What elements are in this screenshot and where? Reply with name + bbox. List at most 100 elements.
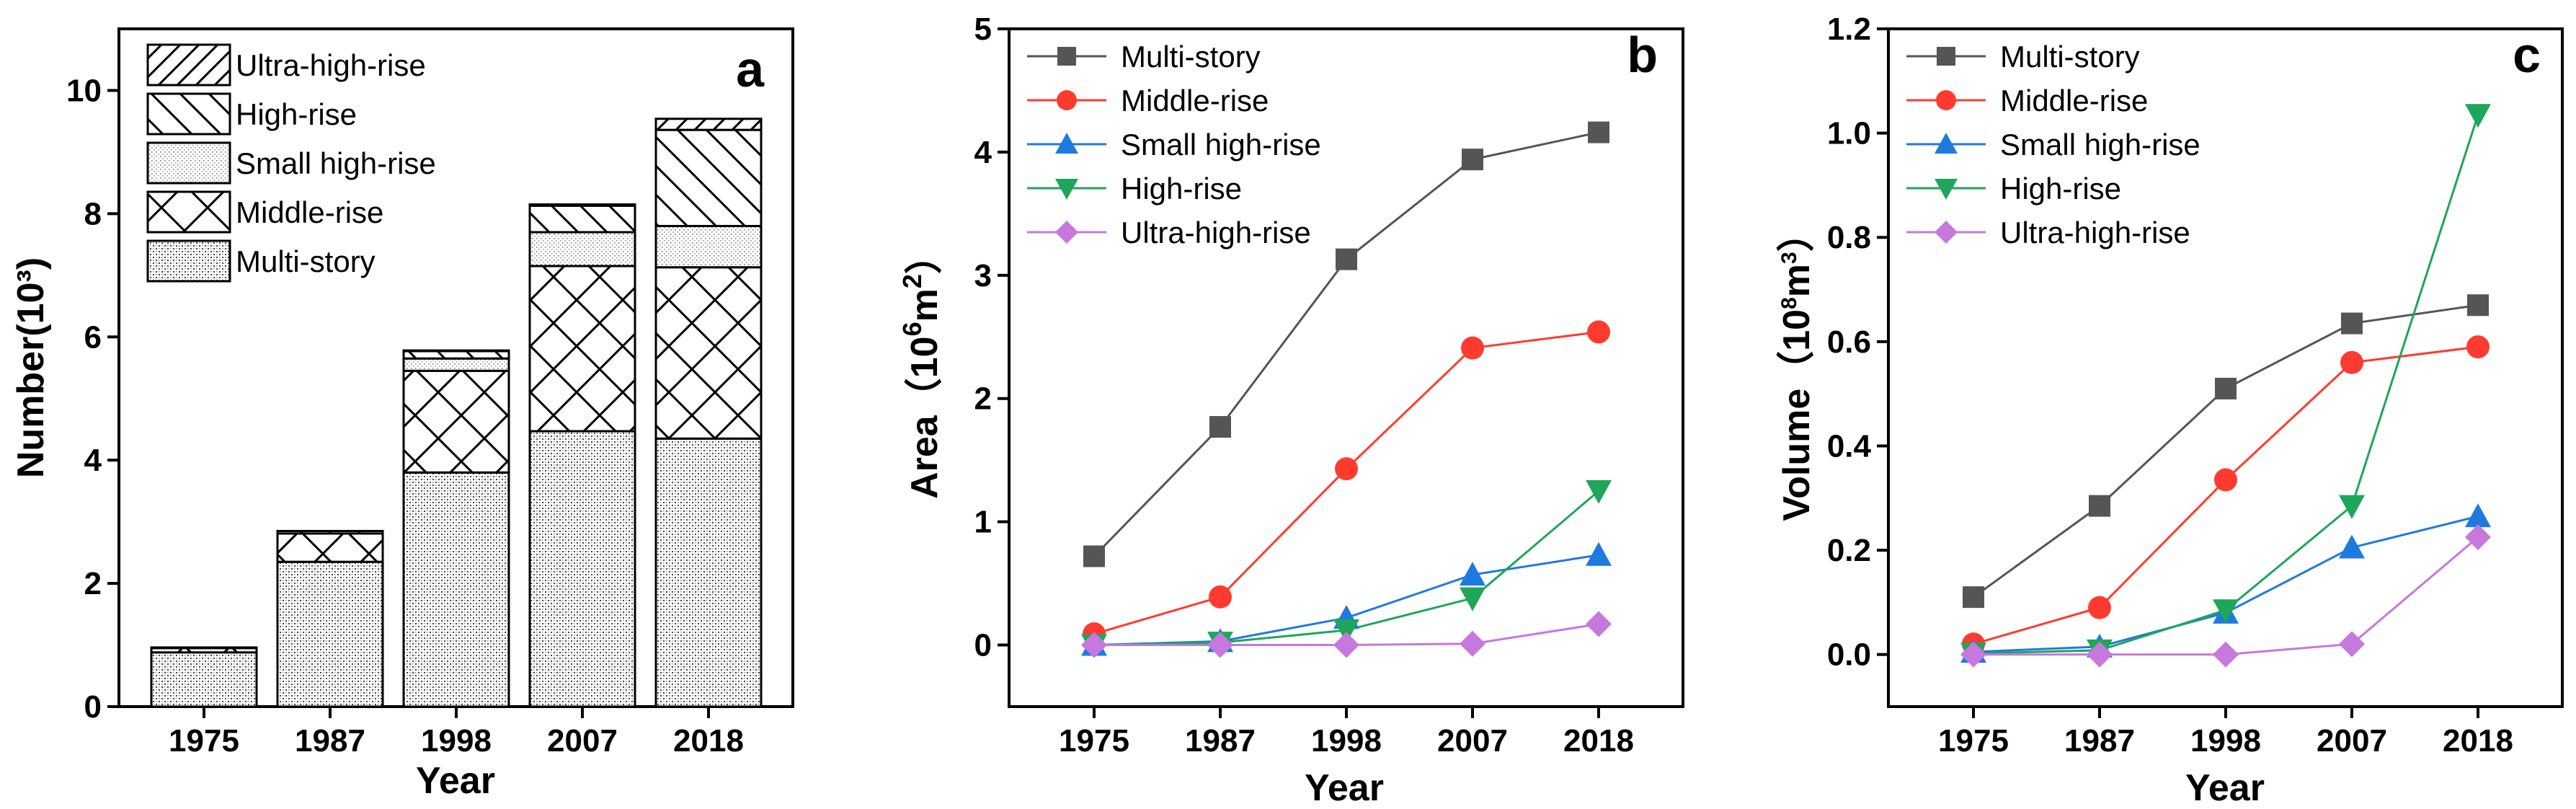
- x-ticks-a: 1975 1987 1998 2007 2018: [169, 707, 744, 759]
- c-legend-marker-ultra-high-rise: [1935, 221, 1958, 244]
- bar-multi-story-2018: [654, 437, 763, 708]
- bar-small-high-rise-1998: [402, 357, 510, 372]
- b-x-tick-label-1998: 1998: [1311, 723, 1382, 759]
- b-y-tick-label-3: 3: [974, 258, 992, 293]
- c-point-high-rise-1998: [2213, 599, 2239, 624]
- legend-swatch-small-high-rise: [146, 141, 231, 185]
- c-legend-marker-small-high-rise: [1935, 133, 1958, 154]
- c-y-tick-label-0.4: 0.4: [1827, 428, 1872, 464]
- b-point-multi-story-2018: [1588, 121, 1609, 143]
- y-title-c-sup2: 3: [1777, 252, 1801, 264]
- c-point-ultra-high-rise-1998: [2213, 641, 2239, 668]
- a-y-tick-label-8: 8: [84, 196, 102, 231]
- c-y-tick-label-0.6: 0.6: [1827, 324, 1871, 360]
- b-legend-marker-small-high-rise: [1055, 133, 1078, 154]
- c-y-tick-label-1.2: 1.2: [1827, 12, 1871, 47]
- c-legend-label-high-rise: High-rise: [2000, 172, 2121, 205]
- legend-swatch-ultra-high-rise: [146, 43, 231, 87]
- c-point-small-high-rise-2018: [2465, 503, 2491, 528]
- c-point-middle-rise-2018: [2466, 335, 2490, 359]
- c-point-small-high-rise-2007: [2339, 534, 2365, 559]
- c-x-tick-label-1987: 1987: [2064, 723, 2135, 759]
- bar-middle-rise-2007: [528, 265, 636, 433]
- a-x-tick-label-1998: 1998: [421, 723, 492, 759]
- plot-frame-b: [1008, 27, 1684, 708]
- x-ticks-b: 1975 1987 1998 2007 2018: [1059, 707, 1634, 759]
- a-y-tick-label-0: 0: [84, 689, 102, 725]
- a-x-tick-label-2018: 2018: [673, 723, 744, 759]
- c-point-ultra-high-rise-1975: [1960, 641, 1986, 668]
- b-line-middle-rise: [1093, 330, 1599, 635]
- b-point-high-rise-2007: [1460, 587, 1485, 611]
- b-legend-label-ultra-high-rise: Ultra-high-rise: [1121, 216, 1311, 249]
- bar-small-high-rise-2018: [654, 224, 763, 269]
- c-legend-marker-middle-rise: [1936, 90, 1956, 110]
- legend-a: Ultra-high-rise High-rise Small high-rise M…: [146, 43, 436, 283]
- bar-multi-story-1975: [150, 651, 258, 708]
- c-point-high-rise-2018: [2465, 104, 2491, 128]
- legend-label-ultra-high-rise: Ultra-high-rise: [236, 48, 426, 82]
- b-point-small-high-rise-2018: [1586, 541, 1612, 566]
- c-x-tick-label-1998: 1998: [2190, 723, 2261, 759]
- b-point-middle-rise-1987: [1209, 585, 1232, 609]
- b-legend-marker-high-rise: [1055, 179, 1078, 200]
- b-y-tick-label-5: 5: [974, 12, 992, 47]
- legend-swatch-multi-story: [146, 239, 231, 283]
- panel-letter-b: b: [1627, 27, 1658, 83]
- c-legend-marker-high-rise: [1935, 179, 1958, 200]
- b-y-tick-label-1: 1: [974, 505, 992, 540]
- b-y-tick-label-0: 0: [974, 628, 992, 663]
- b-point-ultra-high-rise-2018: [1586, 611, 1612, 637]
- b-point-middle-rise-1998: [1335, 457, 1358, 481]
- c-legend-marker-multi-story: [1937, 47, 1955, 66]
- x-ticks-c: 1975 1987 1998 2007 2018: [1938, 707, 2513, 759]
- legend-swatch-middle-rise: [146, 190, 231, 234]
- bar-multi-story-1998: [402, 471, 510, 708]
- c-y-tick-label-0.8: 0.8: [1827, 220, 1871, 255]
- y-title-b-sup: 6: [897, 322, 927, 336]
- c-point-multi-story-2018: [2467, 294, 2489, 317]
- b-x-tick-label-1987: 1987: [1185, 723, 1256, 759]
- a-x-tick-label-1975: 1975: [169, 723, 239, 759]
- legend-c: Multi-story Middle-rise Small high-rise Hig…: [1906, 40, 2200, 249]
- y-title-c-prefix: Volume（10: [1776, 309, 1818, 521]
- y-title-b-sup2: 2: [897, 274, 927, 288]
- b-legend-marker-ultra-high-rise: [1055, 221, 1078, 244]
- c-point-middle-rise-1998: [2214, 468, 2237, 492]
- x-axis-title-a: Year: [416, 760, 495, 802]
- bar-high-rise-2018: [654, 128, 763, 227]
- a-x-tick-label-1987: 1987: [295, 723, 365, 759]
- x-axis-title-c: Year: [2185, 767, 2265, 809]
- legend-b: Multi-story Middle-rise Small high-rise Hig…: [1027, 40, 1321, 249]
- b-legend-label-high-rise: High-rise: [1121, 172, 1242, 205]
- b-point-small-high-rise-2007: [1460, 562, 1485, 586]
- bar-small-high-rise-2007: [528, 231, 636, 268]
- bar-multi-story-1987: [276, 560, 384, 708]
- y-title-c-suffix: ）: [1776, 214, 1818, 252]
- bar-ultra-high-rise-2007: [528, 203, 636, 207]
- a-y-tick-label-6: 6: [84, 319, 102, 355]
- y-axis-title-b: Area（106m2）: [897, 236, 946, 499]
- bar-middle-rise-1998: [402, 369, 510, 474]
- b-legend-label-small-high-rise: Small high-rise: [1121, 128, 1321, 162]
- b-point-multi-story-1998: [1336, 248, 1357, 270]
- c-point-multi-story-1987: [2089, 495, 2110, 517]
- bars-a: [150, 118, 763, 708]
- c-y-tick-label-1.0: 1.0: [1827, 116, 1871, 151]
- b-legend-label-multi-story: Multi-story: [1121, 40, 1261, 74]
- c-y-tick-label-0.2: 0.2: [1827, 533, 1871, 568]
- b-point-ultra-high-rise-2007: [1460, 630, 1485, 657]
- c-point-multi-story-2007: [2341, 312, 2363, 335]
- legend-label-multi-story: Multi-story: [236, 244, 376, 278]
- legend-swatch-high-rise: [146, 92, 231, 136]
- c-y-tick-label-0.0: 0.0: [1827, 637, 1871, 673]
- a-x-tick-label-2007: 2007: [547, 723, 618, 759]
- c-x-tick-label-1975: 1975: [1938, 723, 2009, 759]
- y-title-b-prefix: Area（10: [904, 336, 946, 498]
- c-legend-label-multi-story: Multi-story: [2000, 40, 2140, 74]
- bar-high-rise-1987: [276, 529, 384, 535]
- b-point-middle-rise-2007: [1461, 336, 1484, 360]
- b-point-ultra-high-rise-1987: [1207, 632, 1233, 658]
- legend-label-high-rise: High-rise: [236, 97, 357, 131]
